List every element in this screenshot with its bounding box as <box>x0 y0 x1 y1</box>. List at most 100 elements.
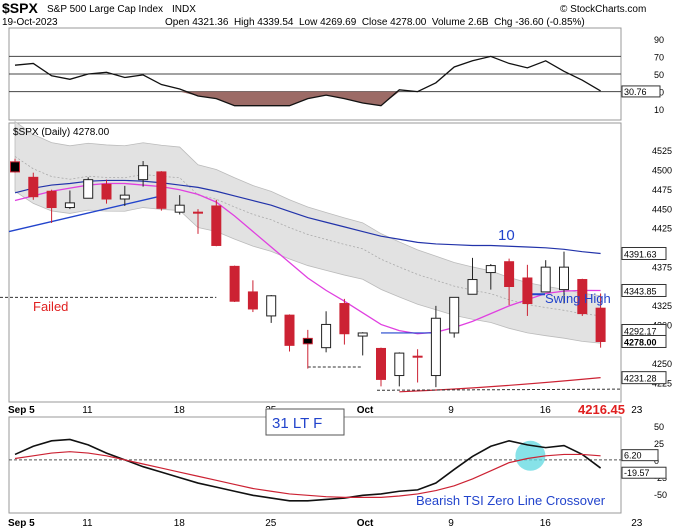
candle-body <box>46 190 57 209</box>
ma-200-line <box>399 377 601 393</box>
candle-body <box>28 176 39 198</box>
price-tick-label: 4425 <box>652 224 672 234</box>
price-tag-box <box>621 371 667 385</box>
ma-fast-line <box>14 182 601 335</box>
candle-body <box>156 171 167 209</box>
ma-slow-line <box>14 179 601 255</box>
index-name: S&P 500 Large Cap Index <box>47 4 163 15</box>
exchange: INDX <box>172 4 196 15</box>
indicator-line <box>14 55 601 107</box>
candle-body <box>485 265 496 274</box>
lt-f-label: 31 LT F <box>272 415 322 432</box>
indicator-tick-label: 90 <box>654 35 664 45</box>
tsi-signal-value: -19.57 <box>624 468 650 478</box>
trend-line <box>8 195 162 233</box>
brand: © StockCharts.com <box>560 4 646 15</box>
price-title: $SPX (Daily) 4278.00 <box>13 127 110 138</box>
indicator-last-box <box>621 85 661 98</box>
candle-body <box>376 347 386 380</box>
candle-body <box>412 355 423 358</box>
candle-body <box>339 303 350 335</box>
indicator-last-value: 30.76 <box>624 87 647 97</box>
candle-body <box>10 161 20 173</box>
candle-body <box>83 179 94 199</box>
target-label: 4216.45 <box>578 402 625 417</box>
price-panel <box>8 122 622 403</box>
candle-body <box>357 332 368 337</box>
price-tick-label: 4500 <box>652 166 672 176</box>
candle-body <box>504 261 515 288</box>
failed-label: Failed <box>33 299 68 314</box>
swing-high-label: Swing High <box>545 291 611 306</box>
indicator-tick-label: 70 <box>654 52 664 62</box>
indicator-tick-label: 50 <box>654 70 664 80</box>
price-tick-label: 4475 <box>652 185 672 195</box>
candle-body <box>449 296 460 334</box>
candle-body <box>284 314 295 346</box>
ohlc-line: Open 4321.36 High 4339.54 Low 4269.69 Cl… <box>165 17 585 28</box>
tsi-signal-box <box>621 466 667 479</box>
price-x-label: Oct <box>357 405 374 416</box>
crossover-highlight <box>515 440 546 471</box>
tsi-tick-label: -50 <box>654 490 667 500</box>
candle-body <box>559 266 569 291</box>
price-tag: 4343.85 <box>624 286 657 296</box>
candle-body <box>394 352 405 377</box>
candle-body <box>64 202 75 209</box>
candle-body <box>211 205 222 246</box>
candle-body <box>174 204 185 213</box>
symbol: $SPX <box>2 0 38 16</box>
tsi-x-label: 9 <box>448 518 454 529</box>
candle-body <box>540 266 551 293</box>
tsi-line <box>14 438 602 502</box>
tsi-x-label: Oct <box>357 518 374 529</box>
price-tag-box <box>621 334 667 348</box>
price-tag-box <box>621 283 667 297</box>
price-tag: 4231.28 <box>624 374 657 384</box>
candle-body <box>247 291 258 310</box>
indicator-tick-label: 10 <box>654 105 664 115</box>
price-tag-box <box>621 246 667 260</box>
candle-body <box>321 323 332 349</box>
candle-body <box>430 317 441 377</box>
price-group: 4525450044754450442543754325430042504225… <box>0 120 672 416</box>
candle-body <box>138 165 149 181</box>
tsi-last-value: 6.20 <box>624 451 642 461</box>
target-dashed-line <box>376 388 622 391</box>
price-tag: 4391.63 <box>624 249 657 259</box>
tsi-x-label: Sep 5 <box>8 518 35 529</box>
tsi-x-label: 11 <box>82 518 93 529</box>
top-indicator-group: 907050301030.76 <box>9 35 664 115</box>
ten-label: 10 <box>498 227 515 244</box>
tsi-tick-label: 50 <box>654 422 664 432</box>
candle-body <box>229 265 240 302</box>
price-x-label: 16 <box>540 405 552 416</box>
tsi-x-label: 16 <box>540 518 552 529</box>
price-tick-label: 4375 <box>652 262 672 272</box>
tsi-tick-label: 25 <box>654 439 664 449</box>
candle-body <box>467 279 478 295</box>
candle-body <box>119 194 130 200</box>
candle-body <box>101 183 112 200</box>
lt-f-box <box>265 408 345 436</box>
tsi-x-label: 18 <box>174 518 186 529</box>
price-tag: 4292.17 <box>624 327 657 337</box>
price-tick-label: 4525 <box>652 146 672 156</box>
candle-body <box>193 211 203 214</box>
price-x-label: Sep 5 <box>8 405 35 416</box>
tsi-x-label: 25 <box>265 518 277 529</box>
candle-body <box>522 277 533 305</box>
price-tag: 4278.00 <box>624 337 657 347</box>
tsi-signal-line <box>14 451 601 498</box>
price-tick-label: 4325 <box>652 301 672 311</box>
tsi-last-box <box>621 449 659 462</box>
price-x-label: 11 <box>82 405 93 416</box>
candle-body <box>577 279 588 315</box>
price-x-label: 23 <box>631 405 643 416</box>
date: 19-Oct-2023 <box>2 17 58 28</box>
tsi-x-label: 23 <box>631 518 643 529</box>
candle-body <box>302 337 313 345</box>
candle-body <box>266 295 277 317</box>
